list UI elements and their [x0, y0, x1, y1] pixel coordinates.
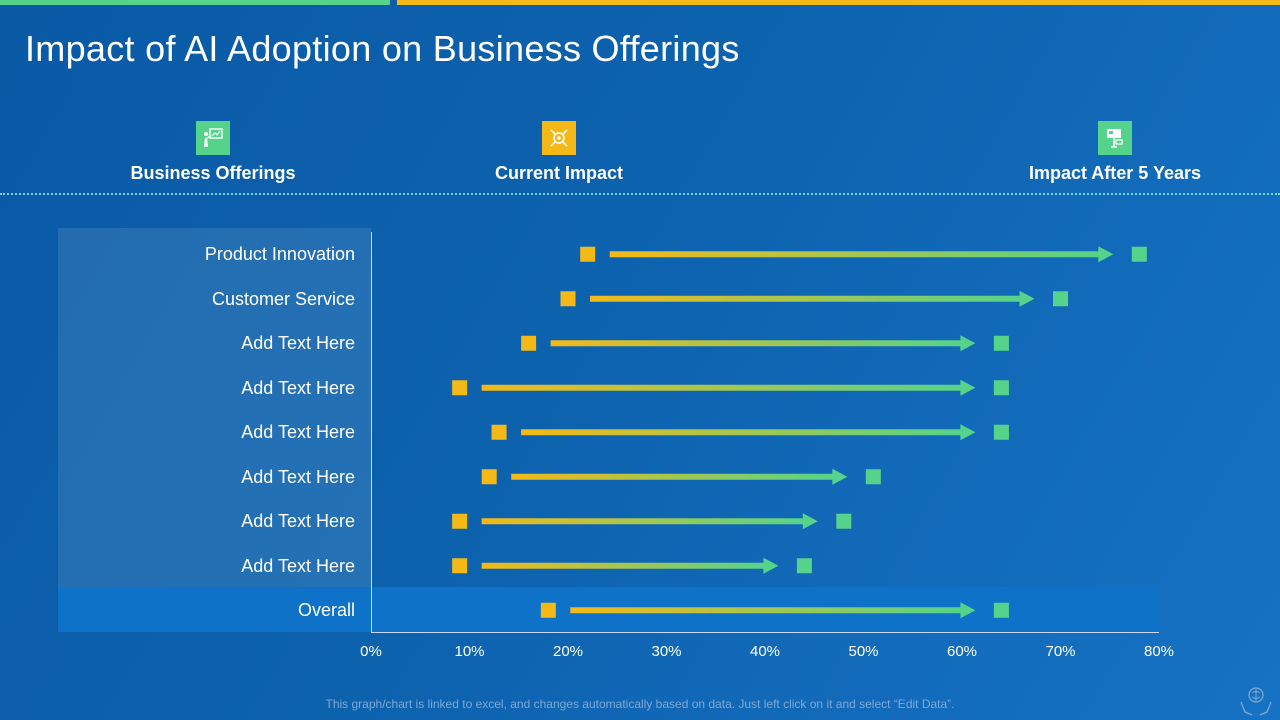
category-label: Overall: [297, 600, 355, 620]
category-label: Add Text Here: [241, 511, 355, 531]
x-axis-line: [371, 632, 1159, 633]
current-impact-marker: [521, 335, 537, 351]
impact-arrow-head: [960, 424, 976, 441]
impact-arrow-shaft: [570, 607, 962, 614]
impact-arrow-head: [1098, 246, 1114, 263]
header-label: Current Impact: [494, 163, 624, 183]
future-impact-marker: [1131, 246, 1147, 262]
category-label: Add Text Here: [241, 378, 355, 398]
category-label-panel: [58, 228, 371, 632]
impact-arrow-head: [832, 468, 848, 485]
header-label: Business Offerings: [130, 163, 296, 183]
impact-arrow-shaft: [590, 295, 1021, 302]
x-tick-label: 10%: [454, 643, 485, 660]
current-impact-marker: [452, 380, 468, 396]
impact-arrow-shaft: [481, 562, 765, 569]
footer-note: This graph/chart is linked to excel, and…: [325, 697, 955, 711]
future-impact-marker: [993, 380, 1009, 396]
current-impact-marker: [452, 513, 468, 529]
impact-arrow-shaft: [481, 518, 804, 525]
brain-hands-logo-icon: [1240, 687, 1272, 716]
header-business-offerings: Business Offerings: [63, 121, 363, 184]
future-impact-marker: [836, 513, 852, 529]
category-label: Add Text Here: [241, 556, 355, 576]
slide-title: Impact of AI Adoption on Business Offeri…: [25, 28, 740, 69]
impact-arrow-head: [802, 513, 818, 530]
current-impact-marker: [452, 558, 468, 574]
future-impact-marker: [796, 558, 812, 574]
header-current-impact: Current Impact: [409, 121, 709, 184]
header-label: Impact After 5 Years: [1028, 163, 1202, 183]
impact-arrow-shaft: [550, 340, 962, 347]
x-tick-label: 0%: [360, 643, 382, 660]
impact-arrow-head: [1019, 290, 1035, 307]
impact-arrow-head: [960, 602, 976, 619]
top-accent-bar-green: [0, 0, 390, 5]
x-tick-label: 40%: [749, 643, 781, 660]
impact-arrow-head: [763, 557, 779, 574]
impact-arrow-shaft: [609, 251, 1100, 258]
category-label: Product Innovation: [204, 244, 355, 264]
future-impact-marker: [1053, 291, 1068, 307]
x-tick-label: 60%: [946, 643, 978, 660]
future-impact-marker: [993, 335, 1009, 351]
x-tick-label: 70%: [1045, 643, 1076, 660]
current-impact-marker: [580, 246, 596, 262]
x-tick-label: 50%: [848, 643, 879, 660]
x-tick-label: 80%: [1143, 643, 1175, 660]
category-label: Add Text Here: [241, 333, 355, 353]
future-impact-marker: [865, 469, 881, 485]
current-impact-marker: [540, 602, 556, 618]
future-impact-marker: [993, 602, 1009, 618]
presentation-icon: [196, 121, 230, 155]
current-impact-marker: [481, 469, 497, 485]
category-label: Customer Service: [211, 289, 355, 309]
impact-arrow-head: [960, 335, 976, 352]
header-divider: [0, 193, 1280, 195]
impact-arrow-head: [960, 379, 976, 396]
top-accent-bar-gold: [397, 0, 1280, 5]
category-label: Add Text Here: [241, 467, 355, 487]
current-impact-marker: [560, 291, 576, 307]
impact-arrow-shaft: [511, 473, 834, 480]
x-tick-label: 30%: [651, 643, 682, 660]
impact-arrow-shaft: [521, 429, 962, 436]
target-icon: [542, 121, 576, 155]
current-impact-marker: [491, 424, 507, 440]
y-axis-line: [371, 232, 372, 633]
x-tick-label: 20%: [552, 643, 584, 660]
billboard-icon: [1098, 121, 1132, 155]
header-impact-after-5-years: Impact After 5 Years: [965, 121, 1265, 184]
impact-arrow-shaft: [481, 384, 962, 391]
category-label: Add Text Here: [241, 422, 355, 442]
future-impact-marker: [993, 424, 1009, 440]
